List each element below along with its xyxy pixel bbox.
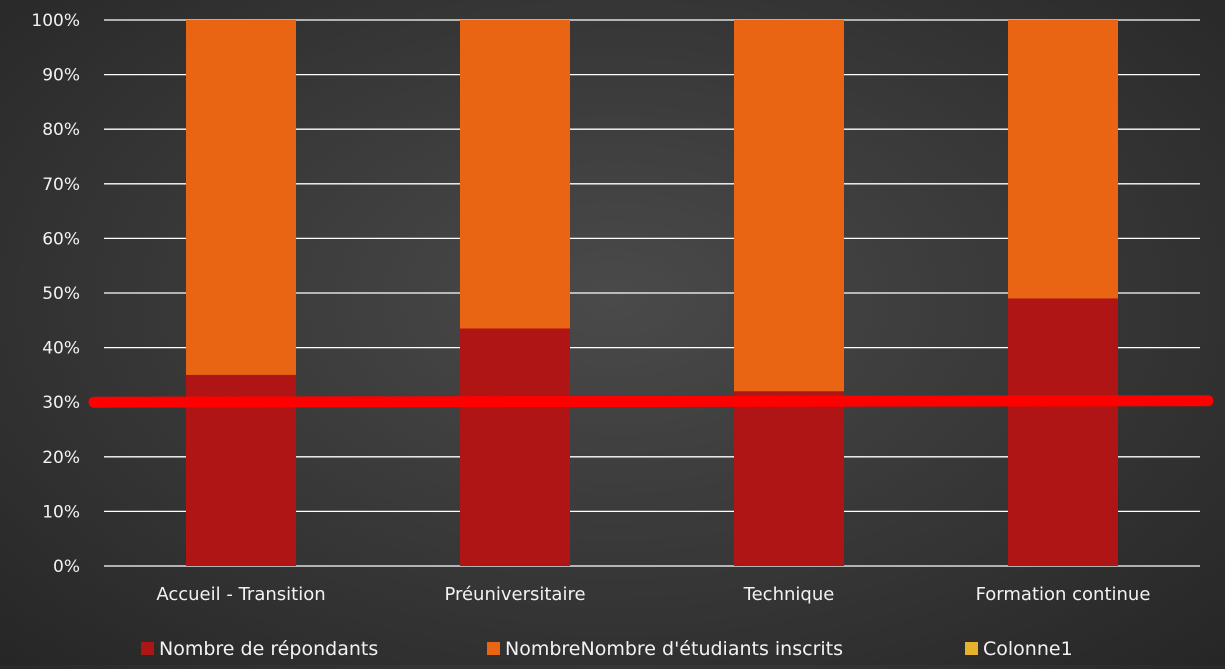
- legend-swatch: [141, 642, 154, 655]
- y-tick-label: 30%: [42, 393, 80, 413]
- reference-line: [88, 395, 1214, 408]
- y-tick-label: 80%: [42, 120, 80, 140]
- y-tick-label: 0%: [53, 557, 80, 577]
- legend-entry: Nombre de répondants: [159, 638, 378, 660]
- legend-entry: NombreNombre d'étudiants inscrits: [505, 638, 843, 660]
- bar-segment: [734, 391, 844, 566]
- bar-segment: [186, 20, 296, 375]
- bar-segment: [1008, 20, 1118, 299]
- y-tick-label: 50%: [42, 284, 80, 304]
- bar-segment: [1008, 298, 1118, 566]
- legend-entry: Colonne1: [983, 638, 1073, 660]
- y-tick-label: 60%: [42, 229, 80, 249]
- y-tick-label: 90%: [42, 66, 80, 86]
- bar-segment: [460, 20, 570, 329]
- x-category-label: Préuniversitaire: [444, 584, 585, 605]
- legend-swatch: [487, 642, 500, 655]
- bar-segment: [460, 328, 570, 566]
- x-category-label: Accueil - Transition: [156, 584, 325, 605]
- y-tick-label: 10%: [42, 502, 80, 522]
- x-category-label: Technique: [743, 584, 835, 605]
- bar-segment: [734, 20, 844, 392]
- legend-swatch: [965, 642, 978, 655]
- y-tick-label: 20%: [42, 448, 80, 468]
- y-tick-label: 100%: [31, 11, 80, 31]
- x-category-label: Formation continue: [976, 584, 1151, 605]
- y-tick-label: 40%: [42, 339, 80, 359]
- y-tick-label: 70%: [42, 175, 80, 195]
